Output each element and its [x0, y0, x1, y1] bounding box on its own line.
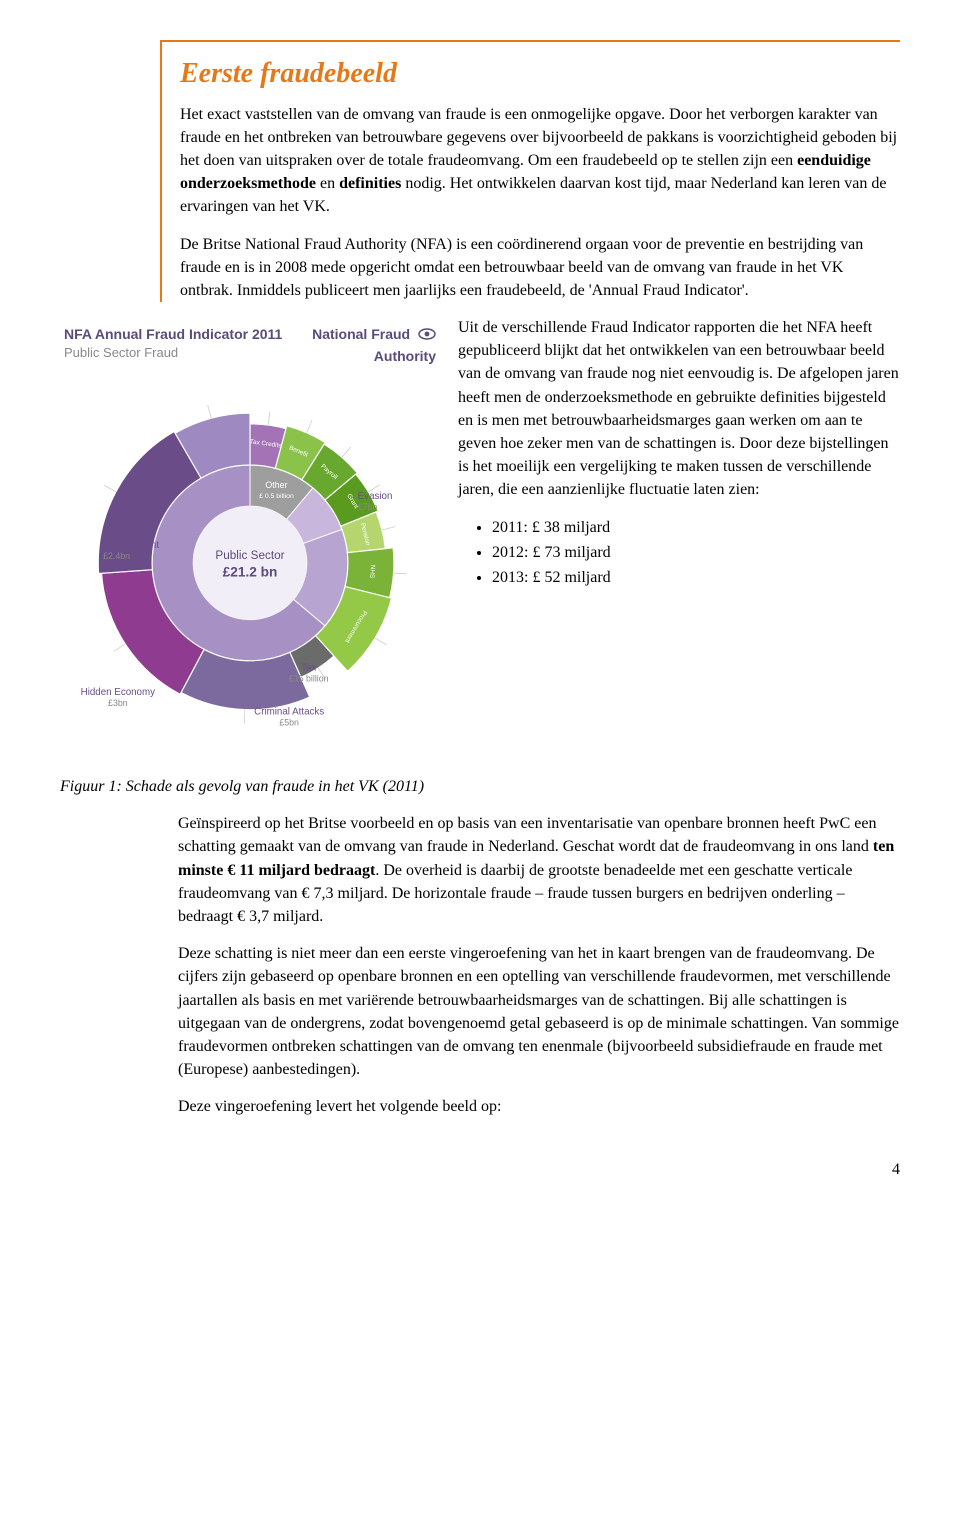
svg-text:Tax: Tax	[301, 662, 316, 673]
svg-text:£2.4bn: £2.4bn	[103, 551, 130, 561]
chart-header: NFA Annual Fraud Indicator 2011 Public S…	[64, 324, 436, 366]
bullet-2011: 2011: £ 38 miljard	[492, 516, 900, 539]
page-number: 4	[60, 1158, 900, 1181]
svg-text:£5bn: £5bn	[279, 717, 299, 727]
svg-text:Hidden Economy: Hidden Economy	[81, 687, 155, 698]
svg-text:£7bn: £7bn	[358, 502, 378, 512]
svg-text:Public Sector: Public Sector	[215, 549, 284, 562]
section-title: Eerste fraudebeeld	[180, 54, 900, 95]
svg-text:Procurement: Procurement	[103, 540, 159, 551]
bullet-2013: 2013: £ 52 miljard	[492, 566, 900, 589]
svg-text:£3bn: £3bn	[108, 698, 128, 708]
paragraph-3: Uit de verschillende Fraud Indicator rap…	[458, 316, 900, 502]
paragraph-2: De Britse National Fraud Authority (NFA)…	[180, 233, 900, 303]
svg-text:NHS: NHS	[368, 564, 376, 578]
svg-text:Evasion: Evasion	[358, 491, 393, 502]
figure-caption: Figuur 1: Schade als gevolg van fraude i…	[60, 775, 900, 798]
paragraph-1: Het exact vaststellen van de omvang van …	[180, 103, 900, 219]
eye-icon	[418, 325, 436, 345]
svg-text:Other: Other	[265, 480, 287, 490]
paragraph-5: Deze schatting is niet meer dan een eers…	[178, 942, 900, 1081]
chart-container: NFA Annual Fraud Indicator 2011 Public S…	[60, 316, 440, 755]
p1-a: Het exact vaststellen van de omvang van …	[180, 106, 897, 169]
year-bullets: 2011: £ 38 miljard 2012: £ 73 miljard 20…	[492, 516, 900, 590]
svg-text:£ 0.5 billion: £ 0.5 billion	[259, 493, 294, 500]
nfa-name-1: National Fraud	[312, 326, 410, 342]
svg-text:£21.2 bn: £21.2 bn	[223, 564, 278, 579]
svg-text:£15 billion: £15 billion	[289, 673, 329, 683]
nfa-name-2: Authority	[312, 346, 436, 366]
p4-a: Geïnspireerd op het Britse voorbeeld en …	[178, 815, 876, 855]
p1-mid: en	[316, 175, 339, 192]
bullet-2012: 2012: £ 73 miljard	[492, 541, 900, 564]
chart-subtitle: Public Sector Fraud	[64, 344, 282, 363]
svg-text:Criminal Attacks: Criminal Attacks	[254, 706, 324, 717]
paragraph-6: Deze vingeroefening levert het volgende …	[178, 1095, 900, 1118]
donut-chart: Public Sector £21.2 bn Other £ 0.5 billion E…	[64, 372, 436, 744]
chart-title: NFA Annual Fraud Indicator 2011	[64, 324, 282, 344]
p1-bold2: definities	[339, 175, 401, 192]
paragraph-4: Geïnspireerd op het Britse voorbeeld en …	[178, 812, 900, 928]
